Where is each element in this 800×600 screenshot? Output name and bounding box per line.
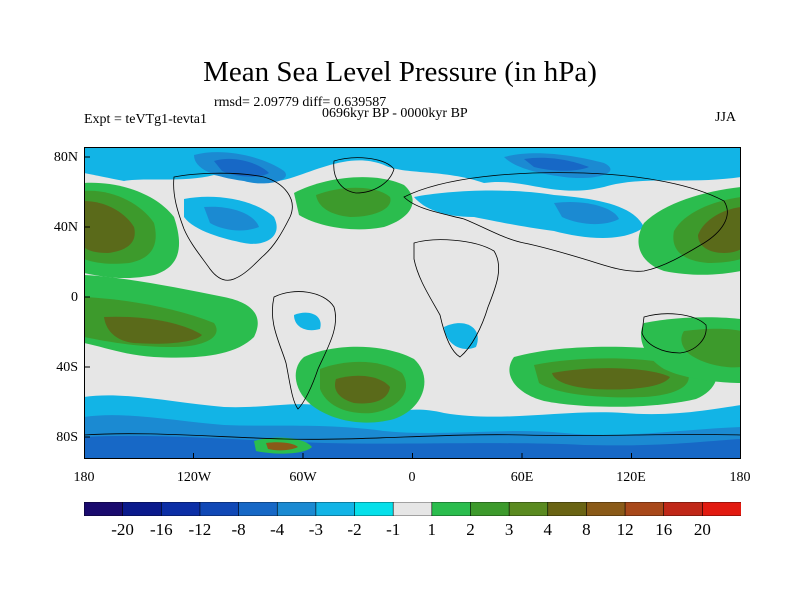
- na-low-core: [204, 206, 259, 231]
- colorbar-swatch: [663, 502, 704, 516]
- time-period: 0696kyr BP - 0000kyr BP: [322, 106, 468, 121]
- colorbar-swatch: [508, 502, 549, 516]
- colorbar-swatch: [470, 502, 510, 516]
- colorbar: [84, 502, 741, 516]
- lon-label-180w: 180: [73, 470, 95, 485]
- colorbar-label: -20: [111, 520, 134, 539]
- europe-low-region: [414, 190, 644, 238]
- colorbar-label: -2: [347, 520, 362, 539]
- npacific-high-core: [84, 201, 135, 253]
- map-ticks: [84, 156, 632, 459]
- europe-low-core: [554, 201, 619, 225]
- colorbar-swatch: [84, 502, 124, 516]
- colorbar-label: 1: [427, 520, 437, 539]
- colorbar-label: 4: [543, 520, 553, 539]
- lat-label-40n: 40N: [53, 220, 78, 235]
- colorbar-swatch: [392, 502, 433, 516]
- colorbar-swatch: [431, 502, 472, 516]
- colorbar-swatch: [199, 502, 240, 516]
- colorbar-swatch: [315, 502, 356, 516]
- madagascar-low: [444, 323, 478, 349]
- colorbar-swatch: [160, 502, 201, 516]
- greenland-outline: [333, 157, 395, 194]
- colorbar-swatch: [547, 502, 588, 516]
- north-america-outline: [173, 172, 293, 281]
- antarctic-high-patch-core: [266, 442, 298, 451]
- colorbar-swatch: [276, 502, 317, 516]
- colorbar-swatch: [122, 502, 163, 516]
- colorbar-label: 2: [466, 520, 475, 539]
- colorbar-label: 8: [582, 520, 591, 539]
- colorbar-label: -12: [188, 520, 212, 539]
- colorbar-label: 20: [693, 520, 711, 539]
- indian-high-core: [552, 368, 670, 390]
- lon-label-120w: 120W: [176, 470, 212, 485]
- colorbar-label: 3: [504, 520, 514, 539]
- map-title: Mean Sea Level Pressure (in hPa): [203, 56, 597, 88]
- africa-outline: [413, 239, 500, 358]
- atlantic-high-core: [316, 187, 391, 217]
- lat-label-0: 0: [71, 290, 78, 305]
- rmsd-diff-stats: rmsd= 2.09779 diff= 0.639587: [214, 95, 387, 110]
- tropical-pacific-core: [104, 316, 202, 344]
- southern-low-deep: [84, 435, 741, 459]
- experiment-label: Expt = teVTg1-tevta1: [84, 112, 207, 127]
- lat-label-80n: 80N: [53, 150, 78, 165]
- lon-label-180e: 180: [729, 470, 751, 485]
- season-label: JJA: [715, 110, 737, 125]
- lon-label-60w: 60W: [289, 470, 317, 485]
- colorbar-label: 12: [616, 520, 634, 539]
- colorbar-label: -16: [149, 520, 173, 539]
- colorbar-label: -1: [386, 520, 401, 539]
- australia-outline: [641, 313, 707, 354]
- colorbar-label: -3: [308, 520, 323, 539]
- pressure-anomaly-map: [84, 147, 741, 459]
- colorbar-label: -8: [231, 520, 246, 539]
- colorbar-swatch: [354, 502, 394, 516]
- colorbar-swatch: [238, 502, 279, 516]
- south-atlantic-low: [294, 312, 321, 331]
- se-pacific-high-core: [681, 328, 741, 368]
- coastlines: [84, 157, 741, 440]
- lat-label-40s: 40S: [56, 360, 78, 375]
- lon-label-0: 0: [408, 470, 416, 485]
- arctic-low-core: [194, 152, 611, 184]
- antarctica-outline: [84, 433, 741, 440]
- south-america-outline: [272, 291, 336, 410]
- lon-label-120e: 120E: [616, 470, 646, 485]
- satlantic-high-core: [334, 375, 390, 404]
- colorbar-swatch: [702, 502, 741, 516]
- lat-label-80s: 80S: [56, 430, 78, 445]
- colorbar-swatch: [586, 502, 626, 516]
- lon-label-60e: 60E: [510, 470, 534, 485]
- colorbar-swatch: [624, 502, 665, 516]
- colorbar-label: -4: [270, 520, 285, 539]
- colorbar-label: 16: [655, 520, 673, 539]
- eurasia-outline: [403, 172, 728, 272]
